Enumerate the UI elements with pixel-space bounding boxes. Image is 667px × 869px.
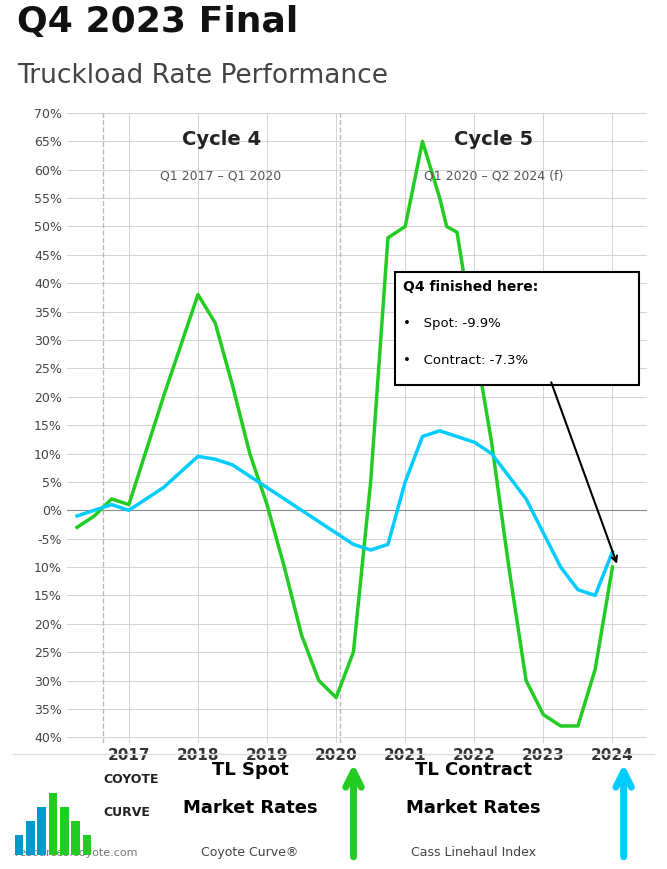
Text: TL Contract: TL Contract (415, 761, 532, 779)
Bar (15, 835, 23, 855)
Text: Cycle 4: Cycle 4 (181, 130, 261, 149)
Text: Q1 2017 – Q1 2020: Q1 2017 – Q1 2020 (161, 169, 281, 182)
Bar (49, 793, 57, 855)
Bar (26, 821, 35, 855)
Bar (395, 272, 639, 386)
Text: Market Rates: Market Rates (406, 799, 541, 817)
Text: Market Rates: Market Rates (183, 799, 317, 817)
Text: CURVE: CURVE (103, 806, 150, 819)
Text: TL Spot: TL Spot (211, 761, 289, 779)
Text: Q4 2023 Final: Q4 2023 Final (17, 5, 298, 39)
Text: resources.coyote.com: resources.coyote.com (15, 848, 137, 858)
Text: Cycle 5: Cycle 5 (454, 130, 533, 149)
Text: COYOTE: COYOTE (103, 773, 159, 786)
Bar (83, 835, 91, 855)
Text: •   Contract: -7.3%: • Contract: -7.3% (403, 355, 528, 368)
Text: Q1 2020 – Q2 2024 (f): Q1 2020 – Q2 2024 (f) (424, 169, 563, 182)
Text: •   Spot: -9.9%: • Spot: -9.9% (403, 317, 501, 330)
Text: Cass Linehaul Index: Cass Linehaul Index (411, 846, 536, 859)
Bar (60, 807, 69, 855)
Text: Q4 finished here:: Q4 finished here: (403, 281, 538, 295)
Text: Coyote Curve®: Coyote Curve® (201, 846, 299, 859)
Bar (37, 807, 46, 855)
Bar (71, 821, 80, 855)
Text: Truckload Rate Performance: Truckload Rate Performance (17, 63, 388, 89)
